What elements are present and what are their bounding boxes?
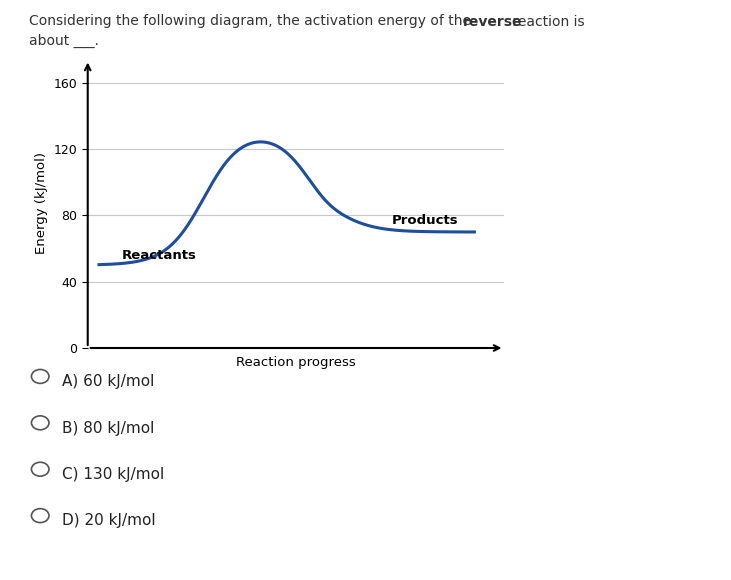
Text: Reactants: Reactants: [121, 249, 197, 262]
Text: reverse: reverse: [463, 14, 522, 28]
Text: reaction is: reaction is: [508, 14, 585, 28]
Text: Considering the following diagram, the activation energy of the: Considering the following diagram, the a…: [29, 14, 476, 28]
Text: A) 60 kJ/mol: A) 60 kJ/mol: [62, 374, 154, 389]
X-axis label: Reaction progress: Reaction progress: [236, 356, 356, 369]
Text: D) 20 kJ/mol: D) 20 kJ/mol: [62, 513, 156, 528]
Y-axis label: Energy (kJ/mol): Energy (kJ/mol): [35, 152, 48, 254]
Text: C) 130 kJ/mol: C) 130 kJ/mol: [62, 467, 164, 482]
Text: B) 80 kJ/mol: B) 80 kJ/mol: [62, 420, 154, 436]
Text: Products: Products: [392, 214, 458, 227]
Text: about ___.: about ___.: [29, 34, 99, 48]
